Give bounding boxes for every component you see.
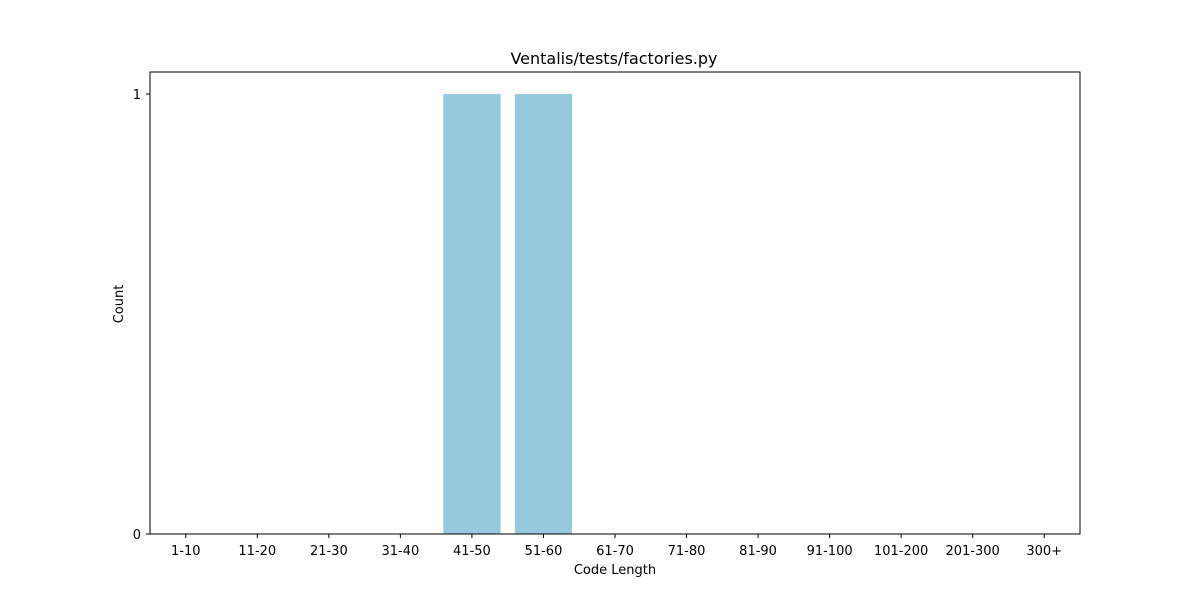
x-axis-label: Code Length — [574, 563, 656, 578]
y-tick-label: 0 — [133, 528, 141, 543]
y-axis-label: Count — [112, 285, 127, 324]
bar-41-50 — [443, 94, 501, 534]
bar-51-60 — [514, 94, 573, 534]
x-axis-ticks: 1-10 11-20 21-30 31-40 41-50 51-60 61-70 71-80 8… — [171, 534, 1062, 559]
x-tick-label: 31-40 — [381, 544, 419, 559]
bars-group — [443, 94, 573, 534]
y-axis-ticks: 01 — [133, 88, 150, 543]
x-tick-label: 1-10 — [171, 544, 201, 559]
x-tick-label: 91-100 — [807, 544, 853, 559]
x-tick-label: 81-90 — [739, 544, 777, 559]
x-tick-label: 101-200 — [874, 544, 928, 559]
x-tick-label: 51-60 — [525, 544, 563, 559]
x-tick-label: 61-70 — [596, 544, 634, 559]
y-tick-label: 1 — [133, 88, 141, 103]
x-tick-label: 300+ — [1026, 544, 1062, 559]
x-tick-label: 21-30 — [310, 544, 348, 559]
x-tick-label: 201-300 — [946, 544, 1000, 559]
chart-title: Ventalis/tests/factories.py — [510, 49, 717, 68]
x-tick-label: 71-80 — [668, 544, 706, 559]
x-tick-label: 11-20 — [238, 544, 276, 559]
x-tick-label: 41-50 — [453, 544, 491, 559]
